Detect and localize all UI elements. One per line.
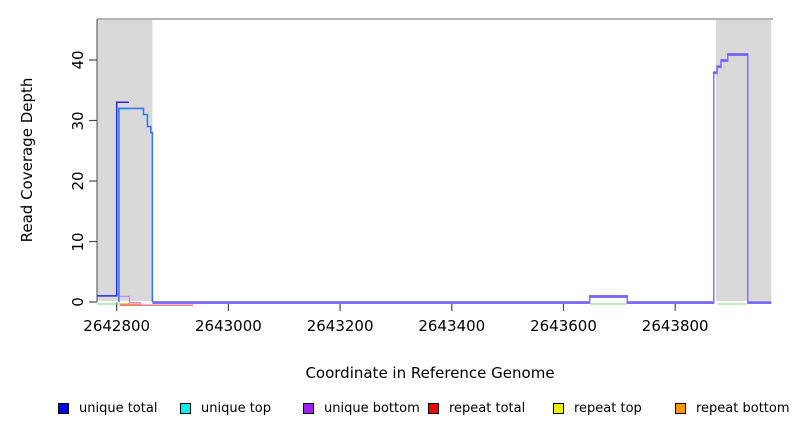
x-axis-title: Coordinate in Reference Genome bbox=[305, 364, 555, 382]
legend-swatch-icon bbox=[428, 402, 439, 414]
coverage-segment-left-peak-steps bbox=[118, 107, 154, 302]
shaded-region bbox=[97, 20, 153, 301]
legend-swatch-icon bbox=[180, 402, 191, 414]
x-tick-label: 2643800 bbox=[641, 317, 709, 335]
y-tick-label: 10 bbox=[69, 231, 87, 252]
legend-item-unique-bottom: unique bottom bbox=[303, 400, 420, 416]
legend-item-unique-top: unique top bbox=[180, 400, 272, 416]
legend-item-repeat-top: repeat top bbox=[553, 400, 642, 416]
legend-swatch-icon bbox=[553, 402, 564, 414]
legend-swatch-icon bbox=[303, 402, 314, 414]
x-tick-label: 2643200 bbox=[306, 317, 374, 335]
coverage-segment-baseline-blue bbox=[152, 53, 772, 303]
y-tick-label: 0 bbox=[69, 297, 87, 307]
x-tick-label: 2643000 bbox=[194, 317, 262, 335]
legend-swatch-icon bbox=[675, 402, 686, 414]
legend-item-repeat-total: repeat total bbox=[428, 400, 526, 416]
legend-item-unique-total: unique total bbox=[58, 400, 158, 416]
y-tick-label: 20 bbox=[69, 171, 87, 191]
y-axis-title: Read Coverage Depth bbox=[18, 77, 36, 243]
legend-label: repeat bottom bbox=[696, 400, 790, 416]
coverage-segment-unique-total-left bbox=[97, 101, 129, 297]
y-tick-label: 30 bbox=[69, 110, 87, 131]
y-tick-label: 40 bbox=[69, 50, 87, 70]
legend-label: repeat total bbox=[449, 400, 526, 416]
coverage-segment-unique-bottom-left bbox=[120, 295, 142, 304]
legend-item-repeat-bottom: repeat bottom bbox=[675, 400, 790, 416]
legend-label: unique total bbox=[79, 400, 158, 416]
x-tick-label: 2643600 bbox=[530, 317, 597, 335]
legend-label: unique top bbox=[201, 400, 272, 416]
legend-label: repeat top bbox=[574, 400, 642, 416]
x-tick-label: 2643400 bbox=[418, 317, 486, 335]
legend-label: unique bottom bbox=[324, 400, 420, 416]
shaded-region bbox=[715, 20, 772, 301]
x-tick-label: 2642800 bbox=[83, 317, 151, 335]
coverage-segment-baseline-violet bbox=[152, 54, 772, 304]
legend-swatch-icon bbox=[58, 402, 69, 414]
